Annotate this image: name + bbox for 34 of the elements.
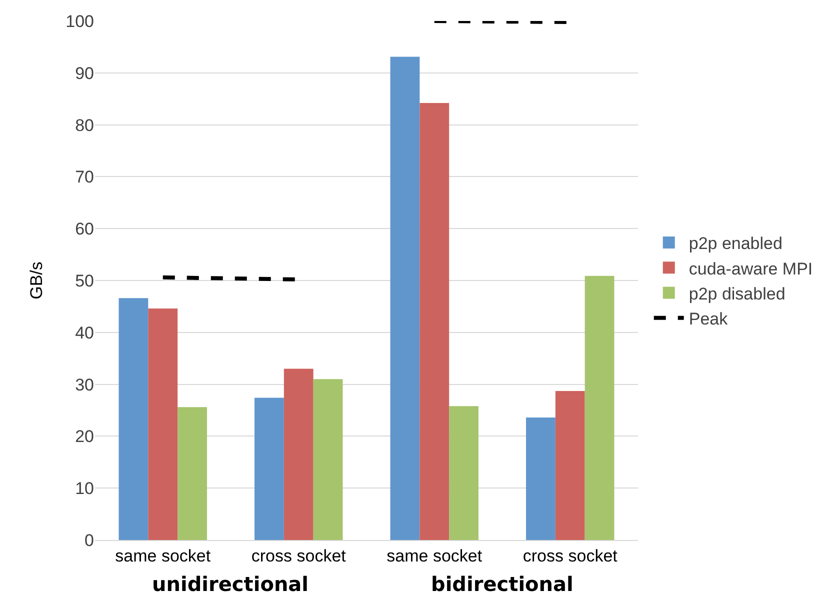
x-tick-label: same socket [386,546,482,566]
y-tick-label: 10 [75,479,94,498]
legend-label: p2p enabled [688,234,782,254]
bar [118,298,148,540]
text: unidirectional [152,572,309,596]
y-tick-label: 20 [75,427,94,446]
bar [420,103,450,540]
bar [313,379,343,540]
y-tick-label: 30 [75,375,94,394]
legend-label: p2p disabled [688,284,786,304]
bar [284,368,314,540]
bar [390,56,420,540]
bar [555,391,585,540]
y-tick-label: 80 [75,116,94,135]
y-tick-label: 40 [75,323,94,342]
bar [254,398,284,540]
bar [148,308,178,540]
bar [449,406,478,540]
bar [526,418,556,540]
y-tick-label: 60 [75,220,94,239]
text: bidirectional [431,572,574,596]
y-axis-title: GB/s [27,262,46,300]
y-tick-label: 50 [75,271,94,290]
y-tick-label: 90 [75,64,94,83]
x-tick-label: cross socket [251,546,346,566]
y-tick-label: 70 [75,168,94,187]
bar [584,276,614,540]
x-tick-label: cross socket [522,546,618,566]
y-tick-label: 100 [66,12,94,31]
bar [178,407,207,540]
legend-label: cuda-aware MPI [688,259,813,278]
x-tick-label: same socket [115,546,211,566]
y-tick-label: 0 [84,530,94,550]
legend-label: Peak [688,309,728,328]
